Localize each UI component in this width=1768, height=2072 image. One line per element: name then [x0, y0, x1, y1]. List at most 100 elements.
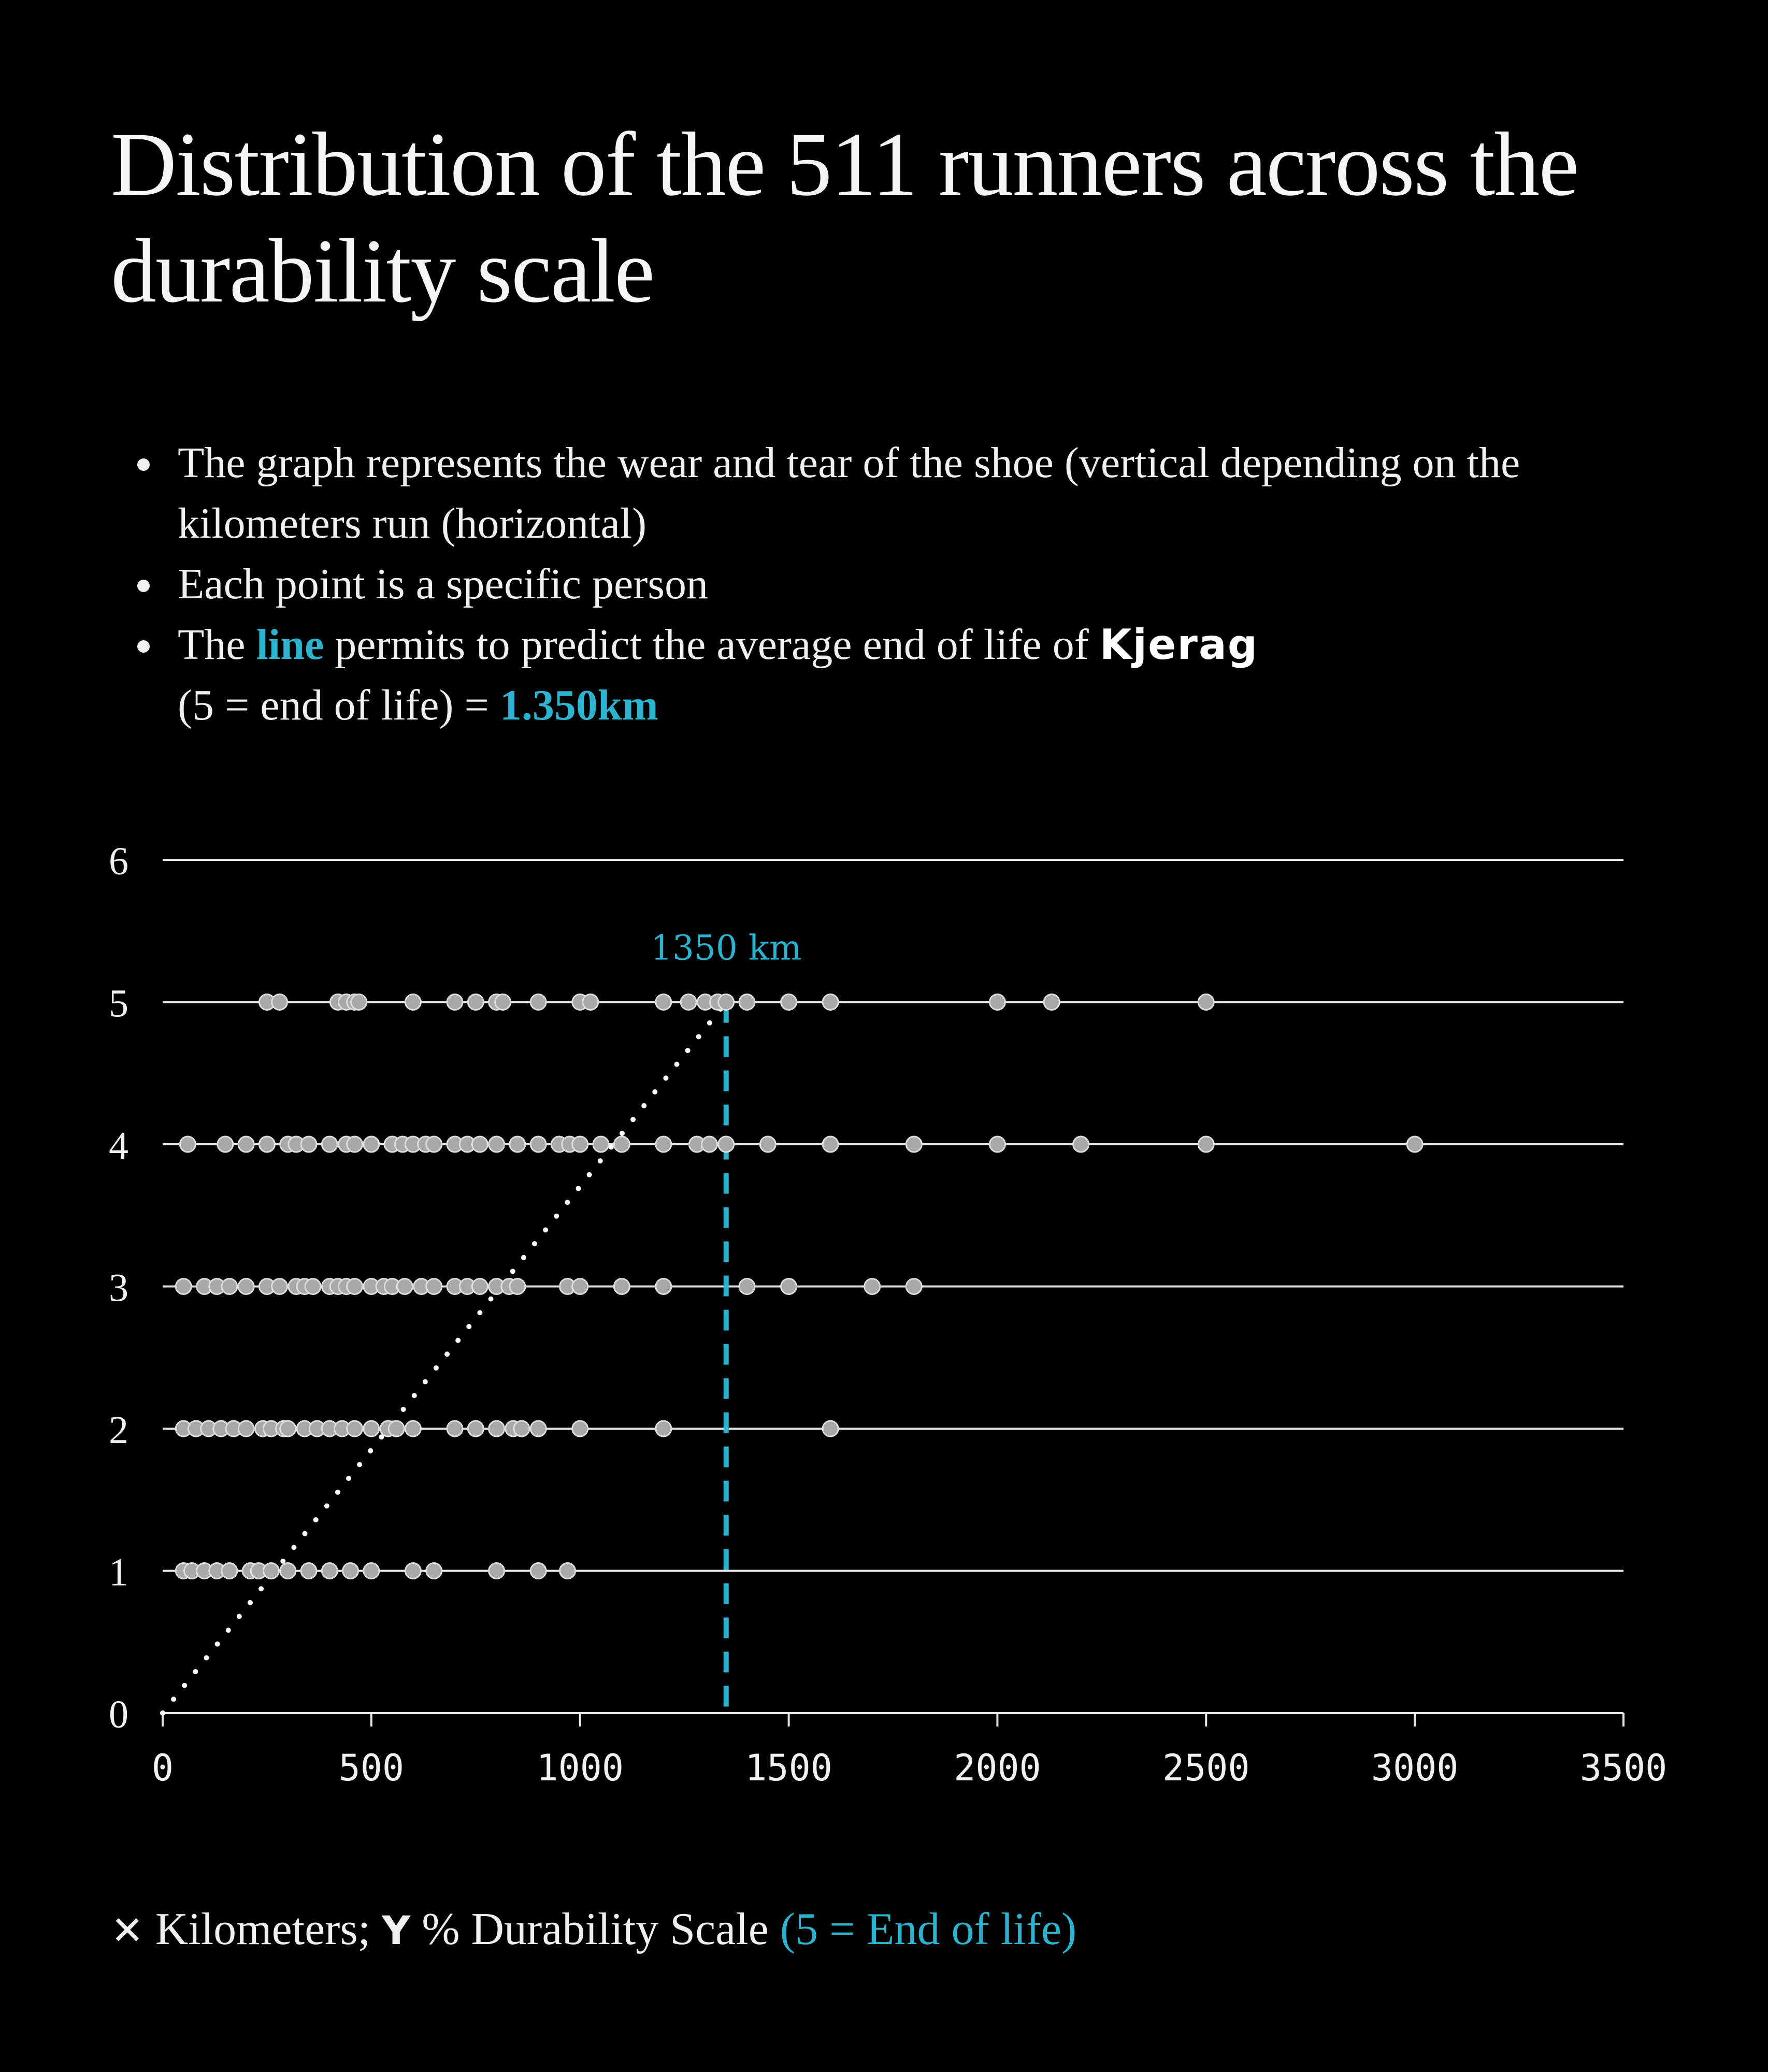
data-point-y4-36: [1197, 1135, 1215, 1153]
data-point-y4-31: [759, 1135, 777, 1153]
data-point-y4-30: [717, 1135, 735, 1153]
data-point-y4-25: [592, 1135, 610, 1153]
data-point-y4-19: [488, 1135, 506, 1153]
trend-line: [160, 999, 729, 1716]
data-point-y2-23: [513, 1420, 530, 1437]
data-point-y4-18: [471, 1135, 488, 1153]
y-tick-label-3: 3: [109, 1267, 128, 1310]
bullet-item-graph: The graph represents the wear and tear o…: [137, 433, 1665, 554]
data-point-y5-6: [404, 994, 422, 1011]
data-point-y3-19: [425, 1278, 443, 1295]
data-point-y5-15: [680, 994, 697, 1011]
data-point-y4-24: [571, 1135, 589, 1153]
data-point-y2-27: [822, 1420, 839, 1437]
data-point-y2-21: [488, 1420, 506, 1437]
data-point-y4-27: [655, 1135, 672, 1153]
data-point-y4-15: [425, 1135, 443, 1153]
data-point-y3-6: [271, 1278, 289, 1295]
data-point-y5-24: [1197, 994, 1215, 1011]
y-axis-legend-label: % Durability Scale: [422, 1904, 769, 1954]
data-point-y4-21: [529, 1135, 547, 1153]
bullet-line2-text: (5 = end of life) =: [178, 681, 500, 729]
x-tick-label-2500: 2500: [1162, 1747, 1250, 1789]
data-point-y2-15: [363, 1420, 380, 1437]
data-point-y5-14: [655, 994, 672, 1011]
data-point-y5-22: [988, 994, 1006, 1011]
chart-title: Distribution of the 511 runners across t…: [111, 114, 1579, 322]
data-point-y2-18: [404, 1420, 422, 1437]
end-of-life-note: (5 = End of life): [780, 1904, 1077, 1954]
data-point-y5-11: [529, 994, 547, 1011]
data-point-y5-19: [738, 994, 756, 1011]
y-tick-label-4: 4: [109, 1124, 128, 1168]
data-point-y1-8: [279, 1562, 297, 1579]
description-list: The graph represents the wear and tear o…: [137, 433, 1665, 736]
x-tick-label-3500: 3500: [1580, 1747, 1668, 1789]
x-tick-label-1000: 1000: [536, 1747, 624, 1789]
data-point-y4-7: [321, 1135, 338, 1153]
x-tick-label-3000: 3000: [1371, 1747, 1459, 1789]
data-point-y5-5: [350, 994, 368, 1011]
data-point-y3-27: [571, 1278, 589, 1295]
data-point-y5-13: [582, 994, 599, 1011]
data-point-y3-25: [509, 1278, 526, 1295]
data-point-y1-4: [221, 1562, 238, 1579]
data-point-y3-28: [613, 1278, 630, 1295]
data-point-y4-0: [179, 1135, 196, 1153]
data-point-y5-7: [446, 994, 464, 1011]
data-point-y2-26: [655, 1420, 672, 1437]
data-point-y3-30: [738, 1278, 756, 1295]
x-tick-label-500: 500: [339, 1747, 404, 1789]
x-tick-label-1500: 1500: [745, 1747, 832, 1789]
data-point-y5-8: [467, 994, 484, 1011]
data-point-y2-25: [571, 1420, 589, 1437]
data-point-y4-32: [822, 1135, 839, 1153]
data-point-y5-18: [717, 994, 735, 1011]
data-point-y3-13: [346, 1278, 364, 1295]
data-point-y1-7: [262, 1562, 280, 1579]
data-point-y1-13: [404, 1562, 422, 1579]
y-tick-label-1: 1: [109, 1551, 128, 1594]
data-point-y5-23: [1043, 994, 1060, 1011]
data-point-y2-24: [529, 1420, 547, 1437]
data-point-y4-33: [905, 1135, 923, 1153]
data-point-y2-19: [446, 1420, 464, 1437]
bullet-line-text-after: permits to predict the average end of li…: [324, 621, 1100, 669]
y-tick-label-0: 0: [109, 1693, 128, 1736]
data-point-y2-14: [346, 1420, 364, 1437]
data-point-y2-5: [237, 1420, 255, 1437]
end-of-life-marker-label: 1350 km: [651, 928, 802, 968]
x-axis-symbol: ✕: [111, 1907, 144, 1953]
x-tick-label-0: 0: [152, 1747, 174, 1789]
data-point-y3-3: [221, 1278, 238, 1295]
data-point-y5-10: [494, 994, 512, 1011]
axis-legend: ✕ Kilometers; Y % Durability Scale (5 = …: [111, 1901, 1076, 1959]
data-point-y1-14: [425, 1562, 443, 1579]
y-axis-symbol: Y: [382, 1907, 411, 1953]
data-point-y4-20: [509, 1135, 526, 1153]
data-point-y2-9: [279, 1420, 297, 1437]
y-tick-label-5: 5: [109, 982, 128, 1026]
data-point-y4-34: [988, 1135, 1006, 1153]
data-point-y1-17: [559, 1562, 577, 1579]
x-axis-legend-label: Kilometers;: [155, 1904, 371, 1954]
data-point-y5-20: [780, 994, 798, 1011]
data-point-y3-31: [780, 1278, 798, 1295]
data-point-y1-9: [300, 1562, 318, 1579]
data-point-y4-1: [217, 1135, 234, 1153]
data-point-y3-32: [864, 1278, 881, 1295]
data-point-y4-37: [1406, 1135, 1424, 1153]
data-point-y3-33: [905, 1278, 923, 1295]
data-point-y4-10: [363, 1135, 380, 1153]
data-point-y3-4: [237, 1278, 255, 1295]
y-tick-label-6: 6: [109, 840, 128, 883]
data-point-y4-6: [300, 1135, 318, 1153]
data-point-y4-29: [700, 1135, 718, 1153]
bullet-item-line: The line permits to predict the average …: [137, 614, 1665, 736]
data-point-y5-21: [822, 994, 839, 1011]
data-point-y1-12: [363, 1562, 380, 1579]
data-point-y3-22: [471, 1278, 488, 1295]
y-tick-label-2: 2: [109, 1408, 128, 1452]
data-point-y4-2: [237, 1135, 255, 1153]
